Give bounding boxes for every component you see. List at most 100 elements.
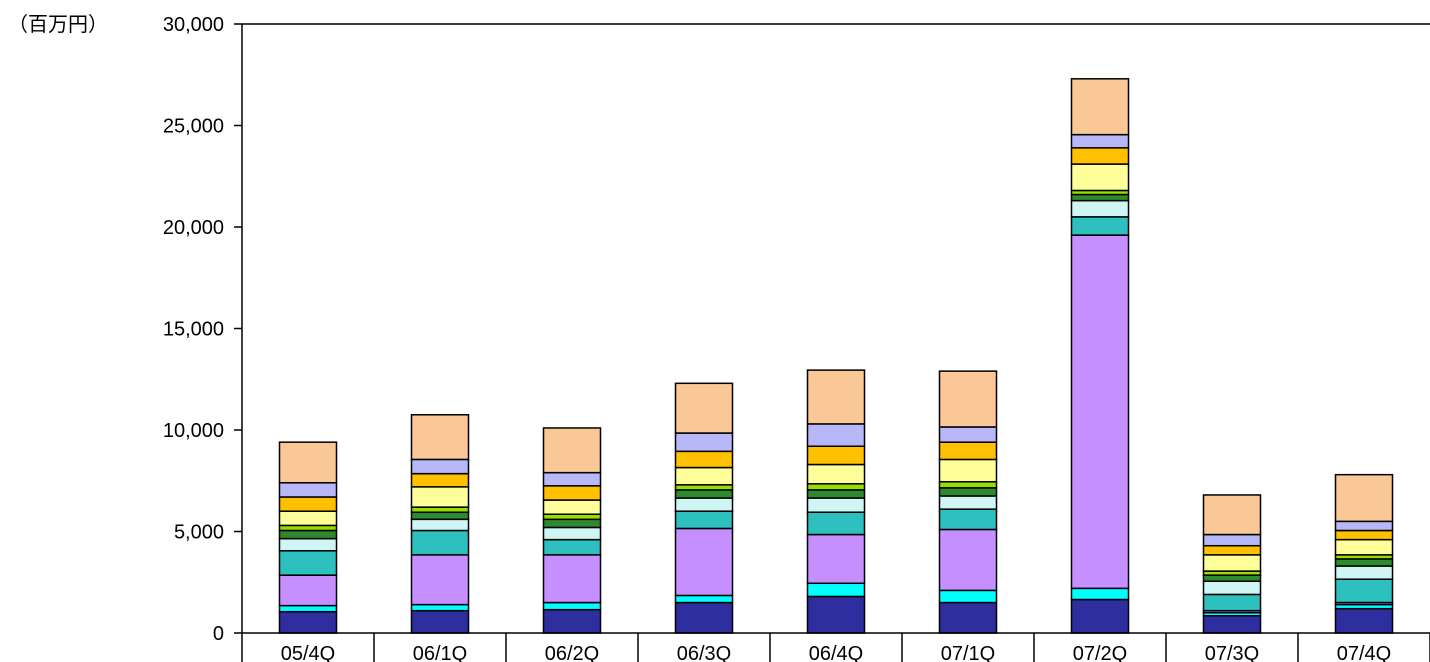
bar-segment — [542, 538, 602, 556]
bar-segment — [806, 511, 866, 536]
y-axis: 0 5,000 10,000 15,000 20,000 25,000 30,000 — [163, 14, 1430, 645]
bar-segment — [410, 414, 470, 461]
bar-segment — [278, 529, 338, 540]
bar-segment — [542, 608, 602, 634]
bar-segment — [542, 513, 602, 521]
bar-stack — [542, 427, 602, 634]
bar-segment — [542, 518, 602, 529]
y-unit-label: （百万円） — [8, 12, 108, 36]
bar-segment — [1070, 234, 1130, 590]
bar-segment — [278, 510, 338, 527]
bar-segment — [1202, 533, 1262, 547]
bar-segment — [542, 485, 602, 501]
bar-segment — [278, 604, 338, 613]
bar-segment — [938, 441, 998, 461]
bar-segment — [806, 445, 866, 466]
bar-segment — [278, 496, 338, 512]
bar-stack — [1202, 494, 1262, 634]
bar-segment — [806, 533, 866, 585]
bar-segment — [938, 495, 998, 510]
bar-segment — [410, 506, 470, 513]
bar-segment — [674, 510, 734, 530]
x-tick-label: 07/2Q — [1073, 643, 1127, 662]
bar-segment — [1202, 614, 1262, 634]
bar-segment — [806, 483, 866, 491]
bar-segment — [674, 432, 734, 453]
bar-segment — [1202, 593, 1262, 612]
bar-segment — [938, 508, 998, 531]
bar-stack — [806, 369, 866, 634]
bar-segment — [410, 603, 470, 612]
bar-segment — [278, 524, 338, 532]
bar-segment — [674, 594, 734, 604]
bar-segment — [410, 511, 470, 521]
bar-segment — [542, 471, 602, 487]
bar-segment — [1334, 578, 1394, 604]
y-tick-label: 5,000 — [174, 522, 224, 544]
bar-segment — [1070, 199, 1130, 218]
x-tick-label: 06/1Q — [413, 643, 467, 662]
bar-segment — [806, 423, 866, 447]
bar-segment — [542, 427, 602, 474]
bar-segment — [806, 582, 866, 598]
bar-segment — [278, 550, 338, 576]
bar-segment — [806, 497, 866, 513]
bar-segment — [1070, 133, 1130, 149]
bar-segment — [410, 472, 470, 488]
bar-segment — [1202, 544, 1262, 556]
bar-segment — [938, 601, 998, 634]
bar-segment — [938, 589, 998, 604]
bar-stack — [410, 414, 470, 634]
bar-segment — [1070, 78, 1130, 136]
bar-segment — [1202, 554, 1262, 572]
bar-segment — [806, 489, 866, 499]
bar-segment — [278, 574, 338, 607]
x-tick-label: 06/3Q — [677, 643, 731, 662]
bar-segment — [1334, 529, 1394, 541]
bar-segment — [410, 609, 470, 634]
bar-stacks — [278, 78, 1394, 634]
bar-segment — [1070, 163, 1130, 192]
bar-segment — [674, 382, 734, 434]
x-tick-label: 07/1Q — [941, 643, 995, 662]
bar-segment — [674, 489, 734, 499]
y-tick-label: 10,000 — [163, 420, 224, 442]
bar-stack — [1334, 473, 1394, 634]
bar-segment — [542, 499, 602, 515]
bar-segment — [806, 369, 866, 425]
bar-segment — [1334, 520, 1394, 532]
bar-segment — [410, 486, 470, 508]
bar-segment — [1070, 216, 1130, 236]
bar-segment — [1202, 580, 1262, 596]
bar-segment — [542, 526, 602, 541]
bar-segment — [1070, 598, 1130, 634]
bar-segment — [278, 482, 338, 498]
bar-segment — [674, 601, 734, 634]
bar-segment — [278, 610, 338, 634]
bar-segment — [938, 426, 998, 443]
bar-segment — [1334, 607, 1394, 634]
x-tick-label: 06/2Q — [545, 643, 599, 662]
bar-segment — [674, 497, 734, 512]
bar-segment — [938, 370, 998, 428]
bar-segment — [1070, 147, 1130, 165]
bar-segment — [1070, 193, 1130, 202]
x-tick-label: 07/4Q — [1337, 643, 1391, 662]
bar-stack — [278, 441, 338, 634]
bar-segment — [1202, 574, 1262, 582]
x-axis: 05/4Q 06/1Q 06/2Q 06/3Q 06/4Q 07/1Q 07/2Q 07/3Q… — [241, 632, 1430, 662]
bar-segment — [938, 458, 998, 483]
bar-segment — [674, 450, 734, 469]
x-tick-label: 07/3Q — [1205, 643, 1259, 662]
bar-segment — [1202, 494, 1262, 536]
bar-segment — [1334, 473, 1394, 523]
bar-segment — [1334, 538, 1394, 556]
bar-stack — [1070, 78, 1130, 634]
bar-segment — [278, 537, 338, 552]
y-tick-label: 20,000 — [163, 217, 224, 239]
bar-segment — [938, 481, 998, 489]
bar-segment — [1334, 558, 1394, 567]
bar-segment — [410, 458, 470, 475]
